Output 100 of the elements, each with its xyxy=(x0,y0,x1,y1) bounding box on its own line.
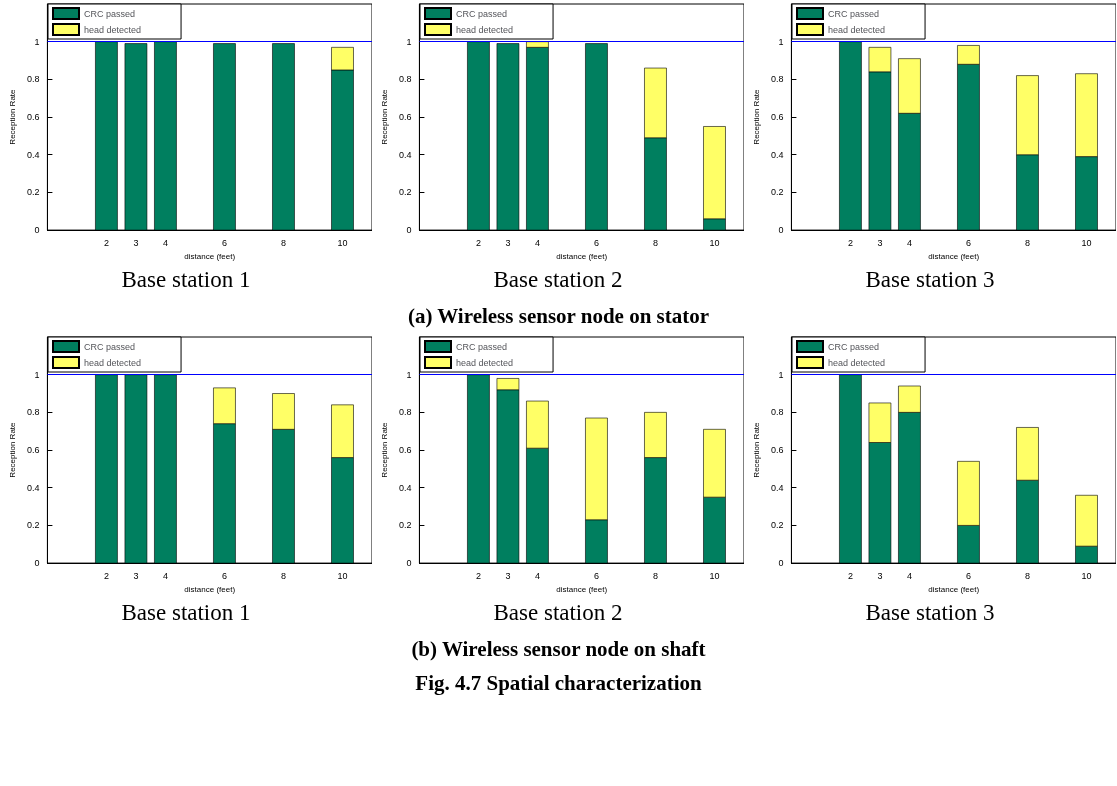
y-tick-label: 1 xyxy=(406,36,412,47)
y-axis-title: Reception Rate xyxy=(379,88,389,145)
y-tick-label: 0.4 xyxy=(26,149,40,160)
y-tick-label: 0.2 xyxy=(770,187,784,198)
x-tick-label: 4 xyxy=(534,570,540,581)
y-tick-label: 0.4 xyxy=(770,482,784,493)
x-tick-label: 3 xyxy=(505,570,511,581)
y-tick-label: 0.8 xyxy=(26,74,40,85)
y-tick-label: 0 xyxy=(34,225,40,236)
y-tick-label: 0.6 xyxy=(26,445,40,456)
y-tick-label: 0.8 xyxy=(398,74,412,85)
x-tick-label: 3 xyxy=(133,237,139,248)
x-tick-label: 2 xyxy=(103,570,109,581)
x-tick-label: 10 xyxy=(337,570,348,581)
y-tick-label: 0.8 xyxy=(770,74,784,85)
y-tick-label: 0.2 xyxy=(770,520,784,531)
y-tick-label: 0 xyxy=(406,225,412,236)
y-tick-label: 0.2 xyxy=(26,520,40,531)
x-tick-label: 6 xyxy=(221,237,227,248)
x-tick-label: 4 xyxy=(906,570,912,581)
legend-label: head detected xyxy=(84,24,142,35)
legend-label: head detected xyxy=(456,24,514,35)
y-tick-label: 0.6 xyxy=(770,112,784,123)
text: Base station 2 xyxy=(492,599,624,627)
legend-label: head detected xyxy=(828,357,886,368)
x-tick-label: 2 xyxy=(475,570,481,581)
y-tick-label: 1 xyxy=(34,36,40,47)
y-tick-label: 0.8 xyxy=(770,407,784,418)
text: Base station 2 xyxy=(492,266,624,294)
y-tick-label: 0.4 xyxy=(398,149,412,160)
y-tick-label: 0 xyxy=(778,558,784,569)
x-tick-label: 6 xyxy=(965,570,971,581)
y-tick-label: 0.6 xyxy=(398,445,412,456)
y-axis-title: Reception Rate xyxy=(7,88,17,145)
y-tick-label: 0.6 xyxy=(26,112,40,123)
x-tick-label: 4 xyxy=(162,237,168,248)
legend-label: CRC passed xyxy=(84,8,136,19)
y-tick-label: 0.4 xyxy=(770,149,784,160)
y-axis-title: Reception Rate xyxy=(751,421,761,478)
legend-label: head detected xyxy=(828,24,886,35)
y-tick-label: 0.4 xyxy=(398,482,412,493)
x-tick-label: 3 xyxy=(877,237,883,248)
x-tick-label: 6 xyxy=(593,570,599,581)
x-tick-label: 10 xyxy=(1081,570,1092,581)
y-tick-label: 0.6 xyxy=(398,112,412,123)
x-axis-title: distance (feet) xyxy=(556,251,608,261)
x-tick-label: 2 xyxy=(475,237,481,248)
x-tick-label: 8 xyxy=(1024,237,1030,248)
y-tick-label: 0 xyxy=(34,558,40,569)
x-tick-label: 4 xyxy=(906,237,912,248)
y-tick-label: 0.6 xyxy=(770,445,784,456)
caption: Fig. 4.7 Spatial characterization xyxy=(414,670,703,697)
x-tick-label: 6 xyxy=(593,237,599,248)
legend-label: CRC passed xyxy=(84,341,136,352)
y-axis-title: Reception Rate xyxy=(379,421,389,478)
x-tick-label: 10 xyxy=(709,237,720,248)
y-tick-label: 0.4 xyxy=(26,482,40,493)
text: Base station 1 xyxy=(120,599,252,627)
text: (a) Wireless sensor node on stator xyxy=(406,303,711,330)
legend-label: head detected xyxy=(456,357,514,368)
x-axis-title: distance (feet) xyxy=(928,251,980,261)
y-axis-title: Reception Rate xyxy=(751,88,761,145)
x-tick-label: 8 xyxy=(280,237,286,248)
x-axis-title: distance (feet) xyxy=(184,584,236,594)
text: Base station 1 xyxy=(120,266,252,294)
legend-label: CRC passed xyxy=(456,341,508,352)
legend-label: CRC passed xyxy=(828,8,880,19)
y-tick-label: 1 xyxy=(778,36,784,47)
x-tick-label: 8 xyxy=(1024,570,1030,581)
y-tick-label: 0.8 xyxy=(26,407,40,418)
x-tick-label: 3 xyxy=(133,570,139,581)
y-tick-label: 1 xyxy=(778,369,784,380)
x-tick-label: 8 xyxy=(652,570,658,581)
x-tick-label: 2 xyxy=(847,570,853,581)
y-tick-label: 0.8 xyxy=(398,407,412,418)
x-axis-title: distance (feet) xyxy=(184,251,236,261)
x-axis-title: distance (feet) xyxy=(928,584,980,594)
text: Base station 3 xyxy=(864,266,996,294)
y-tick-label: 0.2 xyxy=(398,187,412,198)
y-axis-title: Reception Rate xyxy=(7,421,17,478)
y-tick-label: 1 xyxy=(34,369,40,380)
x-tick-label: 8 xyxy=(280,570,286,581)
y-tick-label: 0 xyxy=(778,225,784,236)
x-tick-label: 4 xyxy=(162,570,168,581)
x-tick-label: 3 xyxy=(877,570,883,581)
legend-label: CRC passed xyxy=(828,341,880,352)
x-tick-label: 10 xyxy=(709,570,720,581)
x-tick-label: 8 xyxy=(652,237,658,248)
legend-label: CRC passed xyxy=(456,8,508,19)
x-tick-label: 2 xyxy=(847,237,853,248)
x-tick-label: 2 xyxy=(103,237,109,248)
x-tick-label: 6 xyxy=(221,570,227,581)
x-tick-label: 10 xyxy=(337,237,348,248)
x-axis-title: distance (feet) xyxy=(556,584,608,594)
x-tick-label: 6 xyxy=(965,237,971,248)
y-tick-label: 1 xyxy=(406,369,412,380)
text: (b) Wireless sensor node on shaft xyxy=(410,636,707,663)
x-tick-label: 4 xyxy=(534,237,540,248)
legend-label: head detected xyxy=(84,357,142,368)
text: Base station 3 xyxy=(864,599,996,627)
